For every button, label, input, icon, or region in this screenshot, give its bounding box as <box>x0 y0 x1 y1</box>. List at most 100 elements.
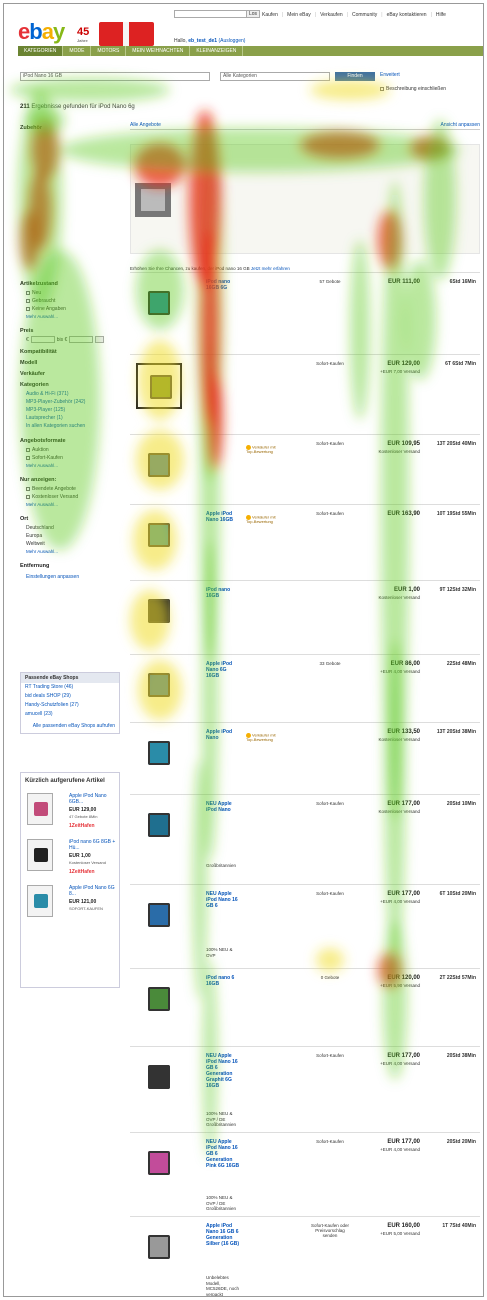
listing-thumbnail[interactable] <box>136 663 182 709</box>
category-link[interactable]: Lautsprecher (1) <box>26 415 63 421</box>
shop-link[interactable]: bid deals SHOP (29) <box>25 693 71 699</box>
show-option[interactable]: Beendete Angebote <box>20 485 120 493</box>
condition-option[interactable]: Neu <box>20 289 120 297</box>
price-go-button[interactable] <box>95 336 105 343</box>
shop-link[interactable]: amucell (23) <box>25 711 53 717</box>
categories-filter-title[interactable]: Kategorien <box>20 382 49 388</box>
price-min-input[interactable] <box>30 336 55 343</box>
customize-view-link[interactable]: Ansicht anpassen <box>440 122 480 128</box>
seller-filter[interactable]: Verkäufer <box>20 371 46 377</box>
distance-filter[interactable]: Entfernung <box>20 563 50 569</box>
listing-thumbnail[interactable] <box>136 513 182 559</box>
more-options-link[interactable]: Mehr Auswahl... <box>26 549 59 554</box>
recent-item-title[interactable]: iPod nano 6G 8GB + Hü... <box>69 839 116 851</box>
advanced-search-link[interactable]: Erweitert <box>380 72 400 78</box>
listing-title[interactable]: iPod nano 6 16GB <box>206 975 235 987</box>
top-search-button[interactable]: Los <box>246 10 261 18</box>
listing-row[interactable]: Verkäufer mit Top-Bewertung Sofort-Kaufen… <box>130 434 480 504</box>
listing-title[interactable]: iPod nano 16GB <box>206 587 231 599</box>
listing-row[interactable]: NEU Apple iPod Nano 16 GB 6 100% NEU & OV… <box>130 884 480 968</box>
category-link[interactable]: MP3-Player-Zubehör (242) <box>26 399 86 405</box>
listing-thumbnail[interactable] <box>136 1141 182 1187</box>
username-link[interactable]: eb_test_de1 <box>188 38 218 44</box>
recent-thumbnail[interactable] <box>27 839 53 871</box>
format-option[interactable]: Sofort-Kaufen <box>20 454 120 462</box>
listing-title[interactable]: NEU Apple iPod Nano 16 GB 6 <box>206 891 238 909</box>
adjust-settings-link[interactable]: Einstellungen anpassen <box>26 574 80 580</box>
all-listings-tab[interactable]: Alle Angebote <box>130 122 161 128</box>
listing-thumbnail[interactable] <box>136 443 182 489</box>
ebay-logo[interactable]: ebay <box>18 19 65 44</box>
listing-row[interactable]: iPod nano 16GB EUR 1,00 Kostenloser Versan… <box>130 580 480 654</box>
condition-option[interactable]: Gebraucht <box>20 297 120 305</box>
category-filter-title[interactable]: Zubehör <box>20 125 42 131</box>
more-options-link[interactable]: Mehr Auswahl... <box>26 502 59 507</box>
top-link[interactable]: Kaufen <box>262 12 278 18</box>
nav-tab[interactable]: Mein Weihnachten <box>126 46 191 56</box>
listing-thumbnail[interactable] <box>136 363 182 409</box>
recent-thumbnail[interactable] <box>27 793 53 825</box>
top-search-input[interactable] <box>174 10 254 18</box>
nav-tab[interactable]: Kleinanzeigen <box>190 46 244 56</box>
listing-row[interactable]: Apple iPod Nano 16 GB 6 Generation Silbe… <box>130 1216 480 1296</box>
top-link[interactable]: Verkaufen <box>315 12 343 18</box>
include-description-checkbox[interactable]: Beschreibung einschließen <box>380 86 446 92</box>
listing-row[interactable]: iPod nano 6 16GB 0 Gebote EUR 120,00 +EUR 5… <box>130 968 480 1046</box>
category-link[interactable]: MP3-Player (125) <box>26 407 66 413</box>
top-link[interactable]: eBay kontaktieren <box>381 12 427 18</box>
listing-row[interactable]: NEU Apple iPod Nano Großbritannien Sofort-… <box>130 794 480 884</box>
listing-thumbnail[interactable] <box>136 281 182 327</box>
listing-thumbnail[interactable] <box>136 731 182 777</box>
format-option[interactable]: Auktion <box>20 446 120 454</box>
listing-row[interactable]: Apple iPod Nano 6G 16GB 33 Gebote EUR 86,0… <box>130 654 480 722</box>
listing-row[interactable]: Apple iPod Nano Verkäufer mit Top-Bewertu… <box>130 722 480 794</box>
shop-link[interactable]: RT Trading Store (46) <box>25 684 74 690</box>
listing-title[interactable]: NEU Apple iPod Nano 16 GB 6 Generation G… <box>206 1053 238 1089</box>
listing-thumbnail[interactable] <box>136 1055 182 1101</box>
listing-thumbnail[interactable] <box>136 589 182 635</box>
model-filter[interactable]: Modell <box>20 360 38 366</box>
compatibility-filter[interactable]: Kompatibilität <box>20 349 57 355</box>
price-max-input[interactable] <box>69 336 94 343</box>
recent-item-title[interactable]: Apple iPod Nano 6G 8... <box>69 885 115 897</box>
listing-thumbnail[interactable] <box>136 803 182 849</box>
search-input[interactable]: iPod Nano 16 GB <box>20 72 210 81</box>
logout-link[interactable]: (Ausloggen) <box>218 38 246 44</box>
category-select[interactable]: Alle Kategorien <box>220 72 330 81</box>
top-link[interactable]: Community <box>347 12 377 18</box>
find-button[interactable]: Finden <box>335 72 375 81</box>
listing-title[interactable]: Apple iPod Nano <box>206 729 233 741</box>
listing-title[interactable]: iPod nano 16GB 6G <box>206 279 231 291</box>
listing-title[interactable]: Apple iPod Nano 16 GB 6 Generation Silbe… <box>206 1223 240 1247</box>
recent-item[interactable]: Apple iPod Nano 6GB... EUR 129,00 47 Gebot… <box>25 793 119 833</box>
listing-row[interactable]: Sofort-Kaufen EUR 129,00 +EUR 7,00 Versand… <box>130 354 480 434</box>
shop-link[interactable]: Handy-Schutzfolien (27) <box>25 702 79 708</box>
listing-thumbnail[interactable] <box>136 1225 182 1271</box>
category-link[interactable]: Audio & Hi-Fi (371) <box>26 391 69 397</box>
recent-item[interactable]: Apple iPod Nano 6G 8... EUR 121,00 SOFORT-… <box>25 885 119 925</box>
top-link[interactable]: Hilfe <box>431 12 446 18</box>
more-options-link[interactable]: Mehr Auswahl... <box>26 314 59 319</box>
listing-row[interactable]: Apple iPod Nano 16GB Verkäufer mit Top-Be… <box>130 504 480 580</box>
condition-option[interactable]: Keine Angaben <box>20 305 120 313</box>
location-option[interactable]: Deutschland <box>26 525 54 531</box>
sponsored-banner[interactable] <box>130 144 480 254</box>
nav-tab[interactable]: Kategorien <box>18 46 64 56</box>
listing-thumbnail[interactable] <box>136 977 182 1023</box>
recent-thumbnail[interactable] <box>27 885 53 917</box>
listing-row[interactable]: NEU Apple iPod Nano 16 GB 6 Generation P… <box>130 1132 480 1216</box>
listing-row[interactable]: NEU Apple iPod Nano 16 GB 6 Generation G… <box>130 1046 480 1132</box>
hint-link[interactable]: Jetzt mehr erfahren <box>250 266 290 271</box>
location-option[interactable]: Europa <box>26 533 43 539</box>
recent-item[interactable]: iPod nano 6G 8GB + Hü... EUR 1,00 Kostenlo… <box>25 839 119 879</box>
location-option[interactable]: Weltweit <box>26 541 45 547</box>
more-options-link[interactable]: Mehr Auswahl... <box>26 463 59 468</box>
all-categories-link[interactable]: In allen Kategorien suchen <box>26 423 86 429</box>
listing-thumbnail[interactable] <box>136 893 182 939</box>
listing-row[interactable]: iPod nano 16GB 6G 57 Gebote EUR 111,00 6Std… <box>130 272 480 354</box>
all-shops-link[interactable]: Alle passenden eBay Shops aufrufen <box>32 723 115 729</box>
nav-tab[interactable]: Mode <box>63 46 92 56</box>
top-link[interactable]: Mein eBay <box>282 12 311 18</box>
listing-title[interactable]: Apple iPod Nano 6G 16GB <box>206 661 233 679</box>
listing-title[interactable]: NEU Apple iPod Nano 16 GB 6 Generation P… <box>206 1139 240 1169</box>
